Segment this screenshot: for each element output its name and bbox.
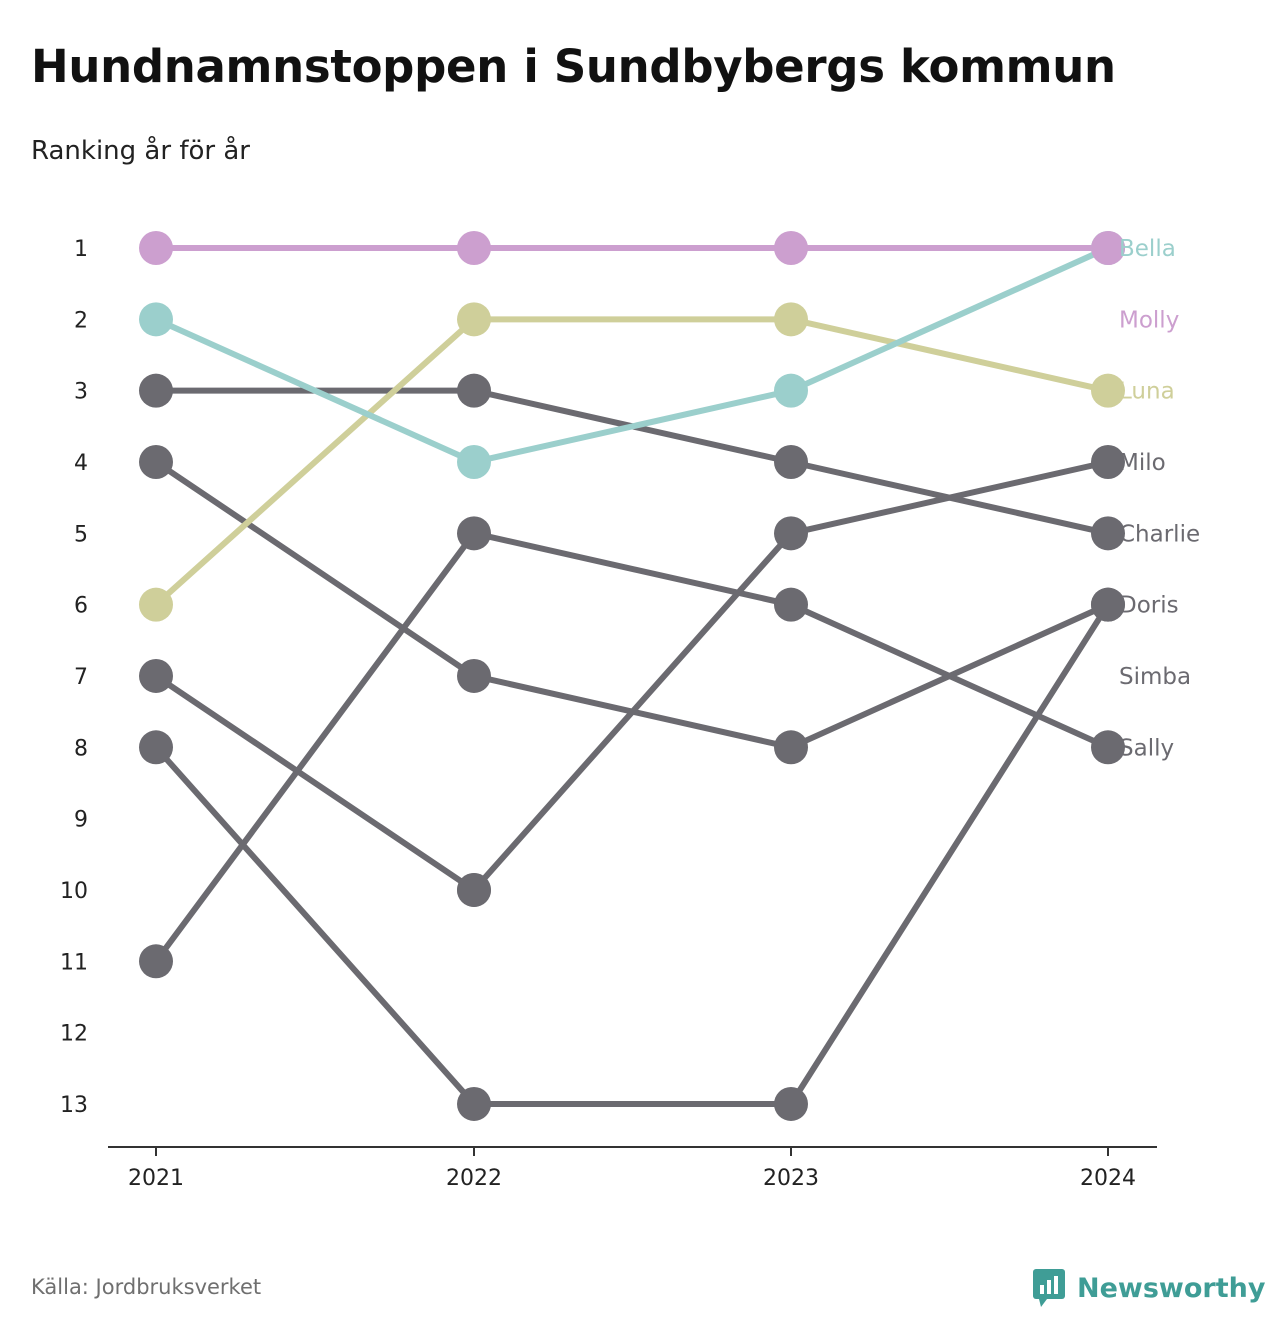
- data-point-sally[interactable]: [1091, 730, 1125, 765]
- data-point-charlie[interactable]: [1091, 516, 1125, 551]
- end-label-simba: Simba: [1119, 664, 1191, 690]
- data-point-luna[interactable]: [774, 302, 808, 337]
- y-tick-label: 10: [60, 879, 88, 904]
- end-label-doris: Doris: [1119, 593, 1179, 619]
- data-point-extra[interactable]: [774, 730, 808, 765]
- data-point-extra[interactable]: [457, 1086, 491, 1121]
- series-line-sally: [471, 530, 794, 608]
- x-axis-ticks: 2021 2022 2023 2024: [128, 1147, 1136, 1191]
- end-label-milo: Milo: [1119, 450, 1166, 476]
- series-line-extra: [153, 744, 477, 1107]
- end-label-luna: Luna: [1119, 379, 1175, 405]
- series-line-bella: [153, 316, 477, 465]
- end-label-sally: Sally: [1119, 735, 1174, 761]
- data-point-milo[interactable]: [1091, 444, 1125, 479]
- y-tick-label: 2: [74, 308, 88, 333]
- data-point-extra[interactable]: [457, 658, 491, 693]
- data-point-extra[interactable]: [139, 730, 173, 765]
- y-tick-label: 4: [74, 451, 88, 476]
- data-point-milo[interactable]: [774, 516, 808, 551]
- series-line-luna: [788, 316, 1111, 394]
- series-line-bella: [471, 387, 794, 465]
- series-lines: [153, 245, 1111, 1107]
- data-point-sally[interactable]: [774, 587, 808, 622]
- y-tick-label: 9: [74, 808, 88, 833]
- data-point-bella[interactable]: [457, 444, 491, 479]
- y-tick-label: 6: [74, 594, 88, 619]
- y-tick-label: 8: [74, 736, 88, 761]
- end-label-molly: Molly: [1119, 307, 1179, 333]
- y-tick-label: 12: [60, 1022, 88, 1047]
- data-point-molly[interactable]: [457, 231, 491, 265]
- series-line-doris: [153, 672, 477, 893]
- data-point-sally[interactable]: [139, 944, 173, 979]
- data-point-charlie[interactable]: [774, 444, 808, 479]
- data-point-doris[interactable]: [457, 872, 491, 907]
- source-note: Källa: Jordbruksverket: [31, 1275, 262, 1299]
- chart-subtitle: Ranking år för år: [31, 136, 250, 166]
- x-tick-label: 2023: [763, 1166, 819, 1191]
- data-point-luna[interactable]: [1091, 373, 1125, 408]
- data-point-luna[interactable]: [139, 587, 173, 622]
- y-tick-label: 11: [60, 950, 88, 975]
- x-tick-label: 2021: [128, 1166, 184, 1191]
- end-label-bella: Bella: [1119, 236, 1176, 262]
- data-point-molly-half: [1108, 231, 1125, 265]
- series-line-milo: [471, 530, 794, 893]
- x-tick-label: 2024: [1080, 1166, 1136, 1191]
- data-point-extra[interactable]: [1091, 587, 1125, 622]
- series-points: [139, 231, 1125, 1121]
- series-end-labels: Bella Molly Luna Milo Charlie Doris Simba Sally: [1119, 236, 1200, 761]
- y-tick-label: 1: [74, 237, 88, 262]
- newsworthy-logo-icon: [1033, 1269, 1065, 1307]
- y-tick-label: 7: [74, 665, 88, 690]
- series-line-bella: [788, 245, 1111, 394]
- data-point-charlie[interactable]: [139, 373, 173, 408]
- brand-name: Newsworthy: [1077, 1272, 1266, 1304]
- data-point-luna[interactable]: [457, 302, 491, 337]
- data-point-bella[interactable]: [774, 373, 808, 408]
- y-tick-label: 13: [60, 1093, 88, 1118]
- data-point-sally[interactable]: [457, 516, 491, 551]
- chart-title: Hundnamnstoppen i Sundbybergs kommun: [31, 40, 1116, 93]
- series-line-extra: [153, 458, 477, 679]
- series-line-extra: [788, 601, 1111, 1107]
- x-tick-label: 2022: [446, 1166, 502, 1191]
- series-line-sally: [153, 530, 477, 965]
- data-point-extra[interactable]: [774, 1086, 808, 1121]
- data-point-charlie[interactable]: [457, 373, 491, 408]
- series-line-sally: [788, 601, 1111, 751]
- data-point-molly[interactable]: [774, 231, 808, 265]
- series-line-charlie: [788, 458, 1111, 537]
- y-tick-label: 3: [74, 380, 88, 405]
- data-point-doris[interactable]: [139, 658, 173, 693]
- newsworthy-logo[interactable]: Newsworthy: [1033, 1268, 1265, 1308]
- data-point-extra[interactable]: [139, 444, 173, 479]
- y-tick-label: 5: [74, 522, 88, 547]
- data-point-molly[interactable]: [139, 231, 173, 265]
- end-label-charlie: Charlie: [1119, 521, 1200, 547]
- data-point-bella[interactable]: [139, 302, 173, 337]
- series-line-luna: [153, 316, 477, 608]
